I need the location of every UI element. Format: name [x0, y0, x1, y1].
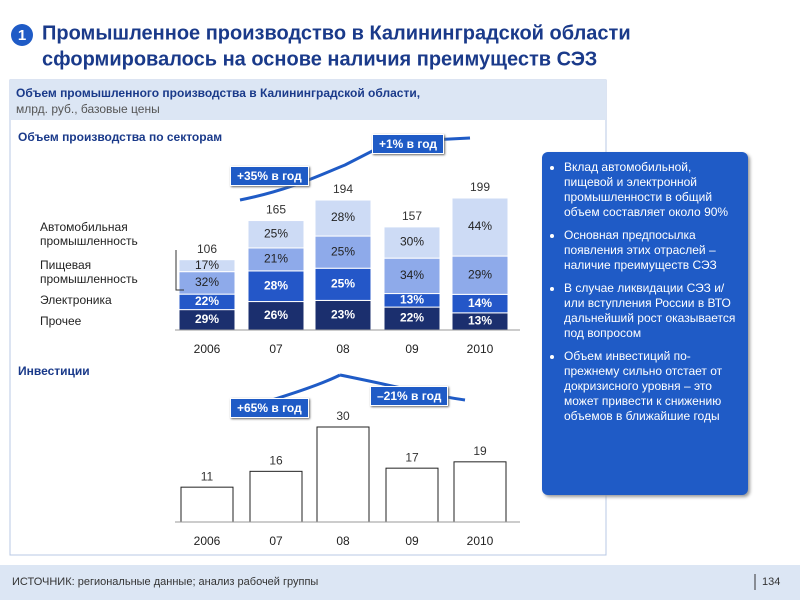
bar [385, 467, 439, 523]
value-label: 22% [195, 294, 219, 308]
bar [180, 486, 234, 523]
annotation: +1% в год [372, 134, 445, 154]
bar [453, 461, 507, 523]
footer-band [0, 565, 800, 600]
sidebar: Вклад автомобильной, пищевой и электронн… [542, 152, 748, 495]
title-line: Промышленное производство в Калининградс… [42, 22, 631, 44]
bar-segment [247, 301, 305, 331]
value-label: 29% [468, 267, 492, 281]
bullet: Основная предпосылка появления этих отра… [564, 228, 740, 273]
total-label: 106 [197, 242, 217, 256]
legend-label: Электроника [40, 293, 112, 307]
legend-bracket [175, 250, 184, 291]
total-label: 157 [402, 209, 422, 223]
bar [249, 470, 303, 523]
value-label: 26% [264, 308, 288, 322]
value-label: 30 [336, 409, 350, 423]
value-label: 28% [264, 278, 288, 292]
value-label: 25% [264, 226, 288, 240]
x-tick-label: 07 [269, 342, 283, 356]
x-tick-label: 09 [405, 534, 419, 548]
bar-segment [314, 235, 372, 269]
value-label: 14% [468, 296, 492, 310]
annotation: +65% в год [230, 398, 309, 418]
bar-segment [314, 299, 372, 331]
value-label: 30% [400, 235, 424, 249]
panel-title: Объем промышленного производства в Калин… [16, 86, 420, 100]
total-label: 199 [470, 180, 490, 194]
x-tick-label: 2010 [467, 342, 494, 356]
legend-label: Автомобильная промышленность [40, 220, 138, 248]
footer-source: ИСТОЧНИК: региональные данные; анализ ра… [12, 576, 318, 588]
x-tick-label: 09 [405, 342, 419, 356]
x-tick-label: 07 [269, 534, 283, 548]
value-label: 17 [405, 450, 419, 464]
number-badge [11, 24, 33, 46]
bar-segment [451, 197, 509, 257]
bar [316, 426, 370, 523]
value-label: 13% [468, 314, 492, 328]
bar-segment [247, 220, 305, 249]
value-label: 21% [264, 252, 288, 266]
x-tick-label: 2010 [467, 534, 494, 548]
value-label: 25% [331, 276, 355, 290]
value-label: 19 [473, 444, 487, 458]
annotation: +35% в год [230, 166, 309, 186]
value-label: 11 [201, 469, 214, 483]
title-line: сформировалось на основе наличия преимущ… [42, 48, 597, 70]
total-label: 194 [333, 182, 353, 196]
bullet: В случае ликвидации СЭЗ и/или вступления… [564, 281, 740, 341]
panel-header [10, 80, 606, 120]
panel-subtitle: млрд. руб., базовые цены [16, 102, 160, 116]
legend-label: Прочее [40, 314, 82, 328]
x-tick-label: 2006 [194, 342, 221, 356]
value-label: 25% [331, 244, 355, 258]
x-tick-label: 08 [336, 342, 350, 356]
bullet: Объем инвестиций по-прежнему сильно отст… [564, 349, 740, 424]
value-label: 22% [400, 311, 424, 325]
chart-title: Объем производства по секторам [18, 130, 222, 144]
value-label: 44% [468, 219, 492, 233]
bar-segment [383, 257, 441, 295]
page-number: 134 [762, 576, 780, 588]
badge-number: 1 [18, 27, 26, 44]
value-label: 23% [331, 307, 355, 321]
bar-segment [383, 226, 441, 259]
bar-segment [178, 259, 236, 273]
total-label: 165 [266, 203, 286, 217]
bar-segment [247, 270, 305, 303]
value-label: 17% [195, 258, 219, 272]
value-label: 16 [269, 454, 283, 468]
bar-segment [314, 267, 372, 301]
value-label: 13% [400, 292, 424, 306]
value-label: 34% [400, 268, 424, 282]
x-tick-label: 2006 [194, 534, 221, 548]
x-tick-label: 08 [336, 534, 350, 548]
bullet: Вклад автомобильной, пищевой и электронн… [564, 160, 740, 220]
chart-title: Инвестиции [18, 364, 90, 378]
value-label: 29% [195, 312, 219, 326]
legend-label: Пищевая промышленность [40, 258, 138, 286]
value-label: 32% [195, 275, 219, 289]
annotation: –21% в год [370, 386, 449, 406]
bullet-list: Вклад автомобильной, пищевой и электронн… [550, 160, 740, 424]
bar-segment [314, 199, 372, 237]
value-label: 28% [331, 210, 355, 224]
